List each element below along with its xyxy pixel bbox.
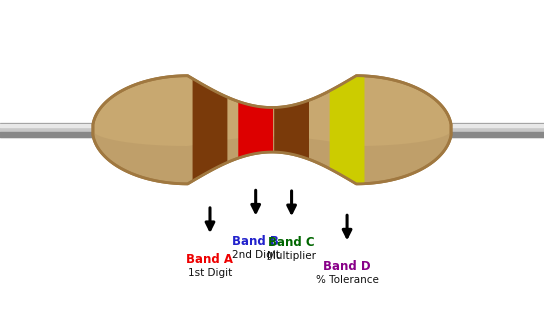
Text: Multiplier: Multiplier [267, 251, 316, 261]
Text: 2nd Digit: 2nd Digit [232, 250, 280, 260]
Text: Band D: Band D [323, 260, 371, 273]
Text: Band C: Band C [268, 236, 315, 249]
Polygon shape [93, 131, 451, 184]
Text: % Tolerance: % Tolerance [316, 275, 379, 285]
Polygon shape [330, 76, 364, 184]
Polygon shape [274, 100, 309, 159]
Polygon shape [93, 76, 451, 184]
Text: Band A: Band A [187, 253, 233, 266]
Text: 1st Digit: 1st Digit [188, 268, 232, 278]
Text: Band B: Band B [232, 235, 279, 248]
Polygon shape [238, 101, 273, 158]
Polygon shape [193, 78, 227, 181]
